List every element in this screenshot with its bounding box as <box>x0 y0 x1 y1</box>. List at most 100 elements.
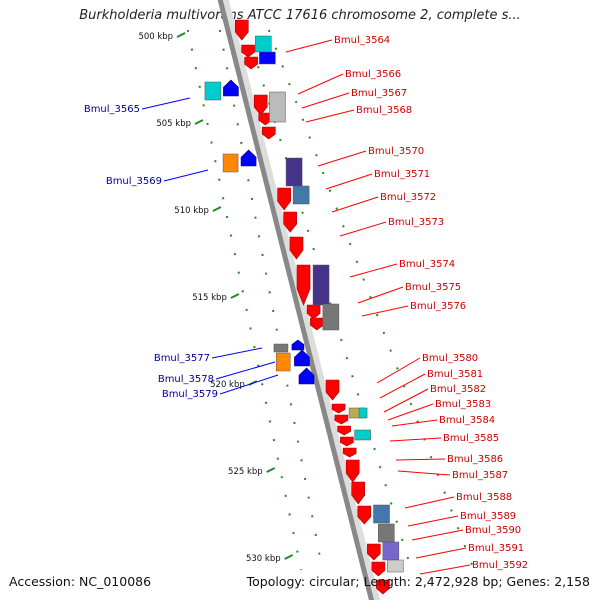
scale-ticks: 500 kbp 505 kbp 510 kbp 515 kbp 520 kbp 525 k… <box>138 32 294 564</box>
map-title: Burkholderia multivorans ATCC 17616 chro… <box>79 8 521 23</box>
cog-box <box>312 264 330 306</box>
scale-tick-label: 500 kbp <box>138 32 173 42</box>
forward-gene-label: Bmul_3566 <box>345 69 401 80</box>
forward-gene-label: Bmul_3586 <box>447 454 503 465</box>
forward-gene-arrow <box>296 264 311 306</box>
cog-box <box>378 523 395 543</box>
leader-line <box>361 305 409 317</box>
cog-box <box>354 429 371 441</box>
leader-line <box>215 361 276 380</box>
leader-line <box>285 39 333 53</box>
reverse-gene-arrow <box>240 149 257 167</box>
leader-line <box>379 373 426 399</box>
leader-line <box>331 196 379 213</box>
cog-box <box>273 343 289 353</box>
forward-gene-arrow <box>306 304 321 320</box>
leader-line <box>325 173 373 190</box>
reverse-gene-arrow <box>298 367 315 385</box>
forward-gene-label: Bmul_3588 <box>456 492 512 503</box>
leader-line <box>389 437 442 442</box>
forward-gene-label: Bmul_3581 <box>427 369 483 380</box>
forward-gene-arrow <box>376 579 390 595</box>
scale-tick <box>266 467 276 473</box>
cog-box <box>358 407 368 419</box>
forward-gene-arrow <box>357 505 372 525</box>
scale-tick-label: 515 kbp <box>192 293 227 303</box>
leader-line <box>211 347 263 359</box>
cog-box <box>222 153 239 173</box>
scale-tick-label: 530 kbp <box>246 554 281 564</box>
forward-gene-label: Bmul_3564 <box>334 35 390 46</box>
forward-gene-arrow <box>371 561 386 577</box>
leader-line <box>317 150 367 167</box>
leader-line <box>411 529 464 541</box>
scale-tick-label: 510 kbp <box>174 206 209 216</box>
cog-box <box>382 541 400 561</box>
reverse-gene-label: Bmul_3565 <box>84 104 140 115</box>
cog-box <box>292 185 310 205</box>
forward-gene-arrow <box>331 403 346 414</box>
leader-line <box>383 388 429 413</box>
chromosome-backbone <box>217 0 381 600</box>
forward-gene-arrow <box>235 19 249 41</box>
forward-gene-label: Bmul_3584 <box>439 415 495 426</box>
reverse-gene-label: Bmul_3577 <box>154 353 210 364</box>
forward-gene-label: Bmul_3571 <box>374 169 430 180</box>
forward-gene-label: Bmul_3582 <box>430 384 486 395</box>
forward-gene-arrow <box>310 317 324 331</box>
scale-tick <box>176 32 186 38</box>
cog-box <box>387 559 404 573</box>
forward-gene-arrow <box>283 211 297 233</box>
cog-box <box>269 91 286 123</box>
scale-tick <box>212 206 222 212</box>
forward-gene-arrow <box>261 126 276 140</box>
reverse-gene-label: Bmul_3579 <box>162 389 218 400</box>
forward-gene-label: Bmul_3572 <box>380 192 436 203</box>
accession-text: Accession: NC_010086 <box>9 574 152 589</box>
cog-box <box>275 352 291 372</box>
forward-gene-arrow <box>253 94 268 116</box>
label-leaders <box>141 39 471 575</box>
reverse-gene-label: Bmul_3569 <box>106 176 162 187</box>
forward-gene-arrow <box>289 236 304 260</box>
forward-gene-arrow <box>277 187 291 211</box>
leader-line <box>349 263 398 278</box>
leader-line <box>407 515 459 527</box>
forward-gene-arrow <box>342 447 357 458</box>
dotted-guides <box>186 29 475 571</box>
leader-line <box>305 109 355 123</box>
scale-tick <box>230 293 240 299</box>
leader-line <box>376 357 421 384</box>
leader-line <box>387 403 434 421</box>
forward-gene-label: Bmul_3585 <box>443 433 499 444</box>
leader-line <box>219 374 279 395</box>
cog-box <box>204 81 222 101</box>
leader-line <box>141 97 191 110</box>
forward-gene-label: Bmul_3575 <box>405 282 461 293</box>
reverse-gene-label: Bmul_3578 <box>158 374 214 385</box>
leader-line <box>163 169 209 182</box>
forward-gene-arrow <box>325 379 340 401</box>
gene-labels: Bmul_3565 Bmul_3569 Bmul_3577 Bmul_3578 Bmul… <box>84 35 528 571</box>
leader-line <box>415 547 467 559</box>
forward-gene-arrow <box>351 481 366 505</box>
topology-text: Topology: circular; Length: 2,472,928 bp… <box>246 574 590 589</box>
cog-box <box>322 303 340 331</box>
forward-gene-label: Bmul_3580 <box>422 353 478 364</box>
forward-gene-arrow <box>334 414 349 425</box>
scale-tick-label: 505 kbp <box>156 119 191 129</box>
leader-line <box>404 496 455 509</box>
forward-gene-label: Bmul_3574 <box>399 259 455 270</box>
leader-line <box>419 564 471 575</box>
forward-gene-label: Bmul_3568 <box>356 105 412 116</box>
leader-line <box>357 286 404 304</box>
gene-features <box>204 19 404 595</box>
scale-tick <box>194 119 204 125</box>
forward-gene-arrow <box>337 425 351 436</box>
forward-gene-label: Bmul_3583 <box>435 399 491 410</box>
leader-line <box>297 73 344 95</box>
leader-line <box>397 470 451 476</box>
forward-gene-label: Bmul_3592 <box>472 560 528 571</box>
forward-gene-label: Bmul_3590 <box>465 525 521 536</box>
leader-line <box>339 221 387 237</box>
